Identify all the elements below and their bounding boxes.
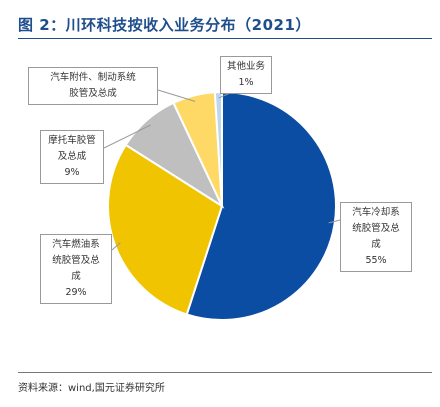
callout-accessories: 汽车附件、制动系统 胶管及总成: [28, 67, 158, 105]
callout-line: 统胶管及总: [352, 223, 400, 234]
callout-line: 统胶管及总: [52, 255, 100, 266]
callout-motorcycle: 摩托车胶管及总成 9%: [40, 130, 104, 184]
callout-line: 29%: [65, 287, 87, 298]
source-note: 资料来源：wind,国元证券研究所: [18, 383, 165, 394]
title-rule: [18, 38, 432, 39]
figure-title: 图 2：川环科技按收入业务分布（2021）: [18, 16, 311, 34]
pie-slice: [107, 143, 224, 316]
callout-line: 1%: [238, 77, 254, 88]
callout-line: 汽车附件、制动系统: [50, 72, 136, 83]
leader-line: [157, 89, 196, 102]
callout-cooling: 汽车冷却系统胶管及总成 55%: [340, 202, 412, 272]
callout-line: 胶管及总成: [69, 88, 117, 99]
callout-line: 汽车冷却系: [352, 207, 400, 218]
leader-line: [111, 242, 121, 251]
leader-line: [328, 219, 341, 224]
callout-line: 汽车燃油系: [52, 239, 100, 250]
pie-slice: [185, 90, 337, 321]
callout-line: 55%: [365, 255, 387, 266]
callout-fuel: 汽车燃油系统胶管及总成 29%: [40, 234, 112, 304]
callout-line: 及总成: [57, 151, 87, 162]
leader-line: [103, 124, 151, 149]
callout-line: 摩托车胶管: [48, 135, 96, 146]
callout-line: 成: [71, 271, 81, 282]
footer-rule: [18, 372, 432, 373]
callout-line: 其他业务: [226, 61, 265, 72]
callout-other: 其他业务 1%: [220, 56, 272, 94]
callout-line: 9%: [64, 167, 80, 178]
callout-line: 成: [371, 239, 381, 250]
